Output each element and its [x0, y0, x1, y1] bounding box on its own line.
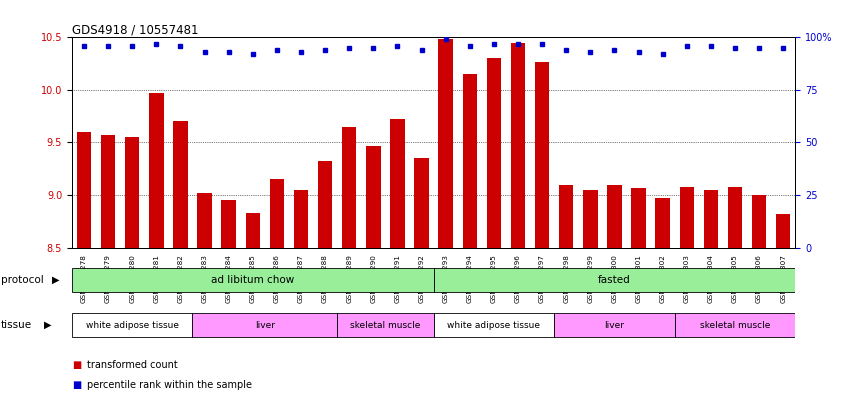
Bar	[245, 213, 260, 248]
Text: liver: liver	[604, 321, 624, 330]
Bar	[704, 190, 718, 248]
Bar	[342, 127, 356, 248]
Bar	[631, 188, 645, 248]
Bar	[511, 42, 525, 248]
Text: skeletal muscle: skeletal muscle	[350, 321, 420, 330]
Bar	[294, 190, 308, 248]
Bar	[607, 185, 622, 248]
Bar	[318, 162, 332, 248]
Bar	[390, 119, 404, 248]
Text: skeletal muscle: skeletal muscle	[700, 321, 770, 330]
Bar	[438, 39, 453, 248]
Bar	[72, 313, 192, 338]
Text: ■: ■	[72, 380, 81, 390]
Bar	[125, 137, 140, 248]
Bar	[149, 93, 163, 248]
Text: percentile rank within the sample: percentile rank within the sample	[87, 380, 252, 390]
Text: fasted: fasted	[598, 275, 631, 285]
Bar	[433, 268, 795, 292]
Text: ▶: ▶	[52, 275, 60, 285]
Text: transformed count: transformed count	[87, 360, 178, 371]
Bar	[72, 268, 433, 292]
Bar	[559, 185, 574, 248]
Bar	[270, 179, 284, 248]
Bar	[197, 193, 212, 248]
Text: ▶: ▶	[44, 320, 52, 330]
Bar	[583, 190, 597, 248]
Bar	[486, 58, 501, 248]
Bar	[463, 74, 477, 248]
Bar	[535, 62, 549, 248]
Bar	[173, 121, 188, 248]
Bar	[192, 313, 337, 338]
Text: GDS4918 / 10557481: GDS4918 / 10557481	[72, 23, 199, 36]
Bar	[679, 187, 694, 248]
Bar	[415, 158, 429, 248]
Text: ■: ■	[72, 360, 81, 371]
Bar	[554, 313, 674, 338]
Text: tissue: tissue	[1, 320, 32, 330]
Bar	[77, 132, 91, 248]
Text: white adipose tissue: white adipose tissue	[85, 321, 179, 330]
Bar	[728, 187, 742, 248]
Bar	[752, 195, 766, 248]
Bar	[222, 200, 236, 248]
Bar	[101, 135, 115, 248]
Bar	[674, 313, 795, 338]
Bar	[366, 146, 381, 248]
Bar	[656, 198, 670, 248]
Bar	[433, 313, 554, 338]
Bar	[337, 313, 433, 338]
Text: ad libitum chow: ad libitum chow	[212, 275, 294, 285]
Text: liver: liver	[255, 321, 275, 330]
Text: white adipose tissue: white adipose tissue	[448, 321, 541, 330]
Text: protocol: protocol	[1, 275, 44, 285]
Bar	[776, 214, 790, 248]
